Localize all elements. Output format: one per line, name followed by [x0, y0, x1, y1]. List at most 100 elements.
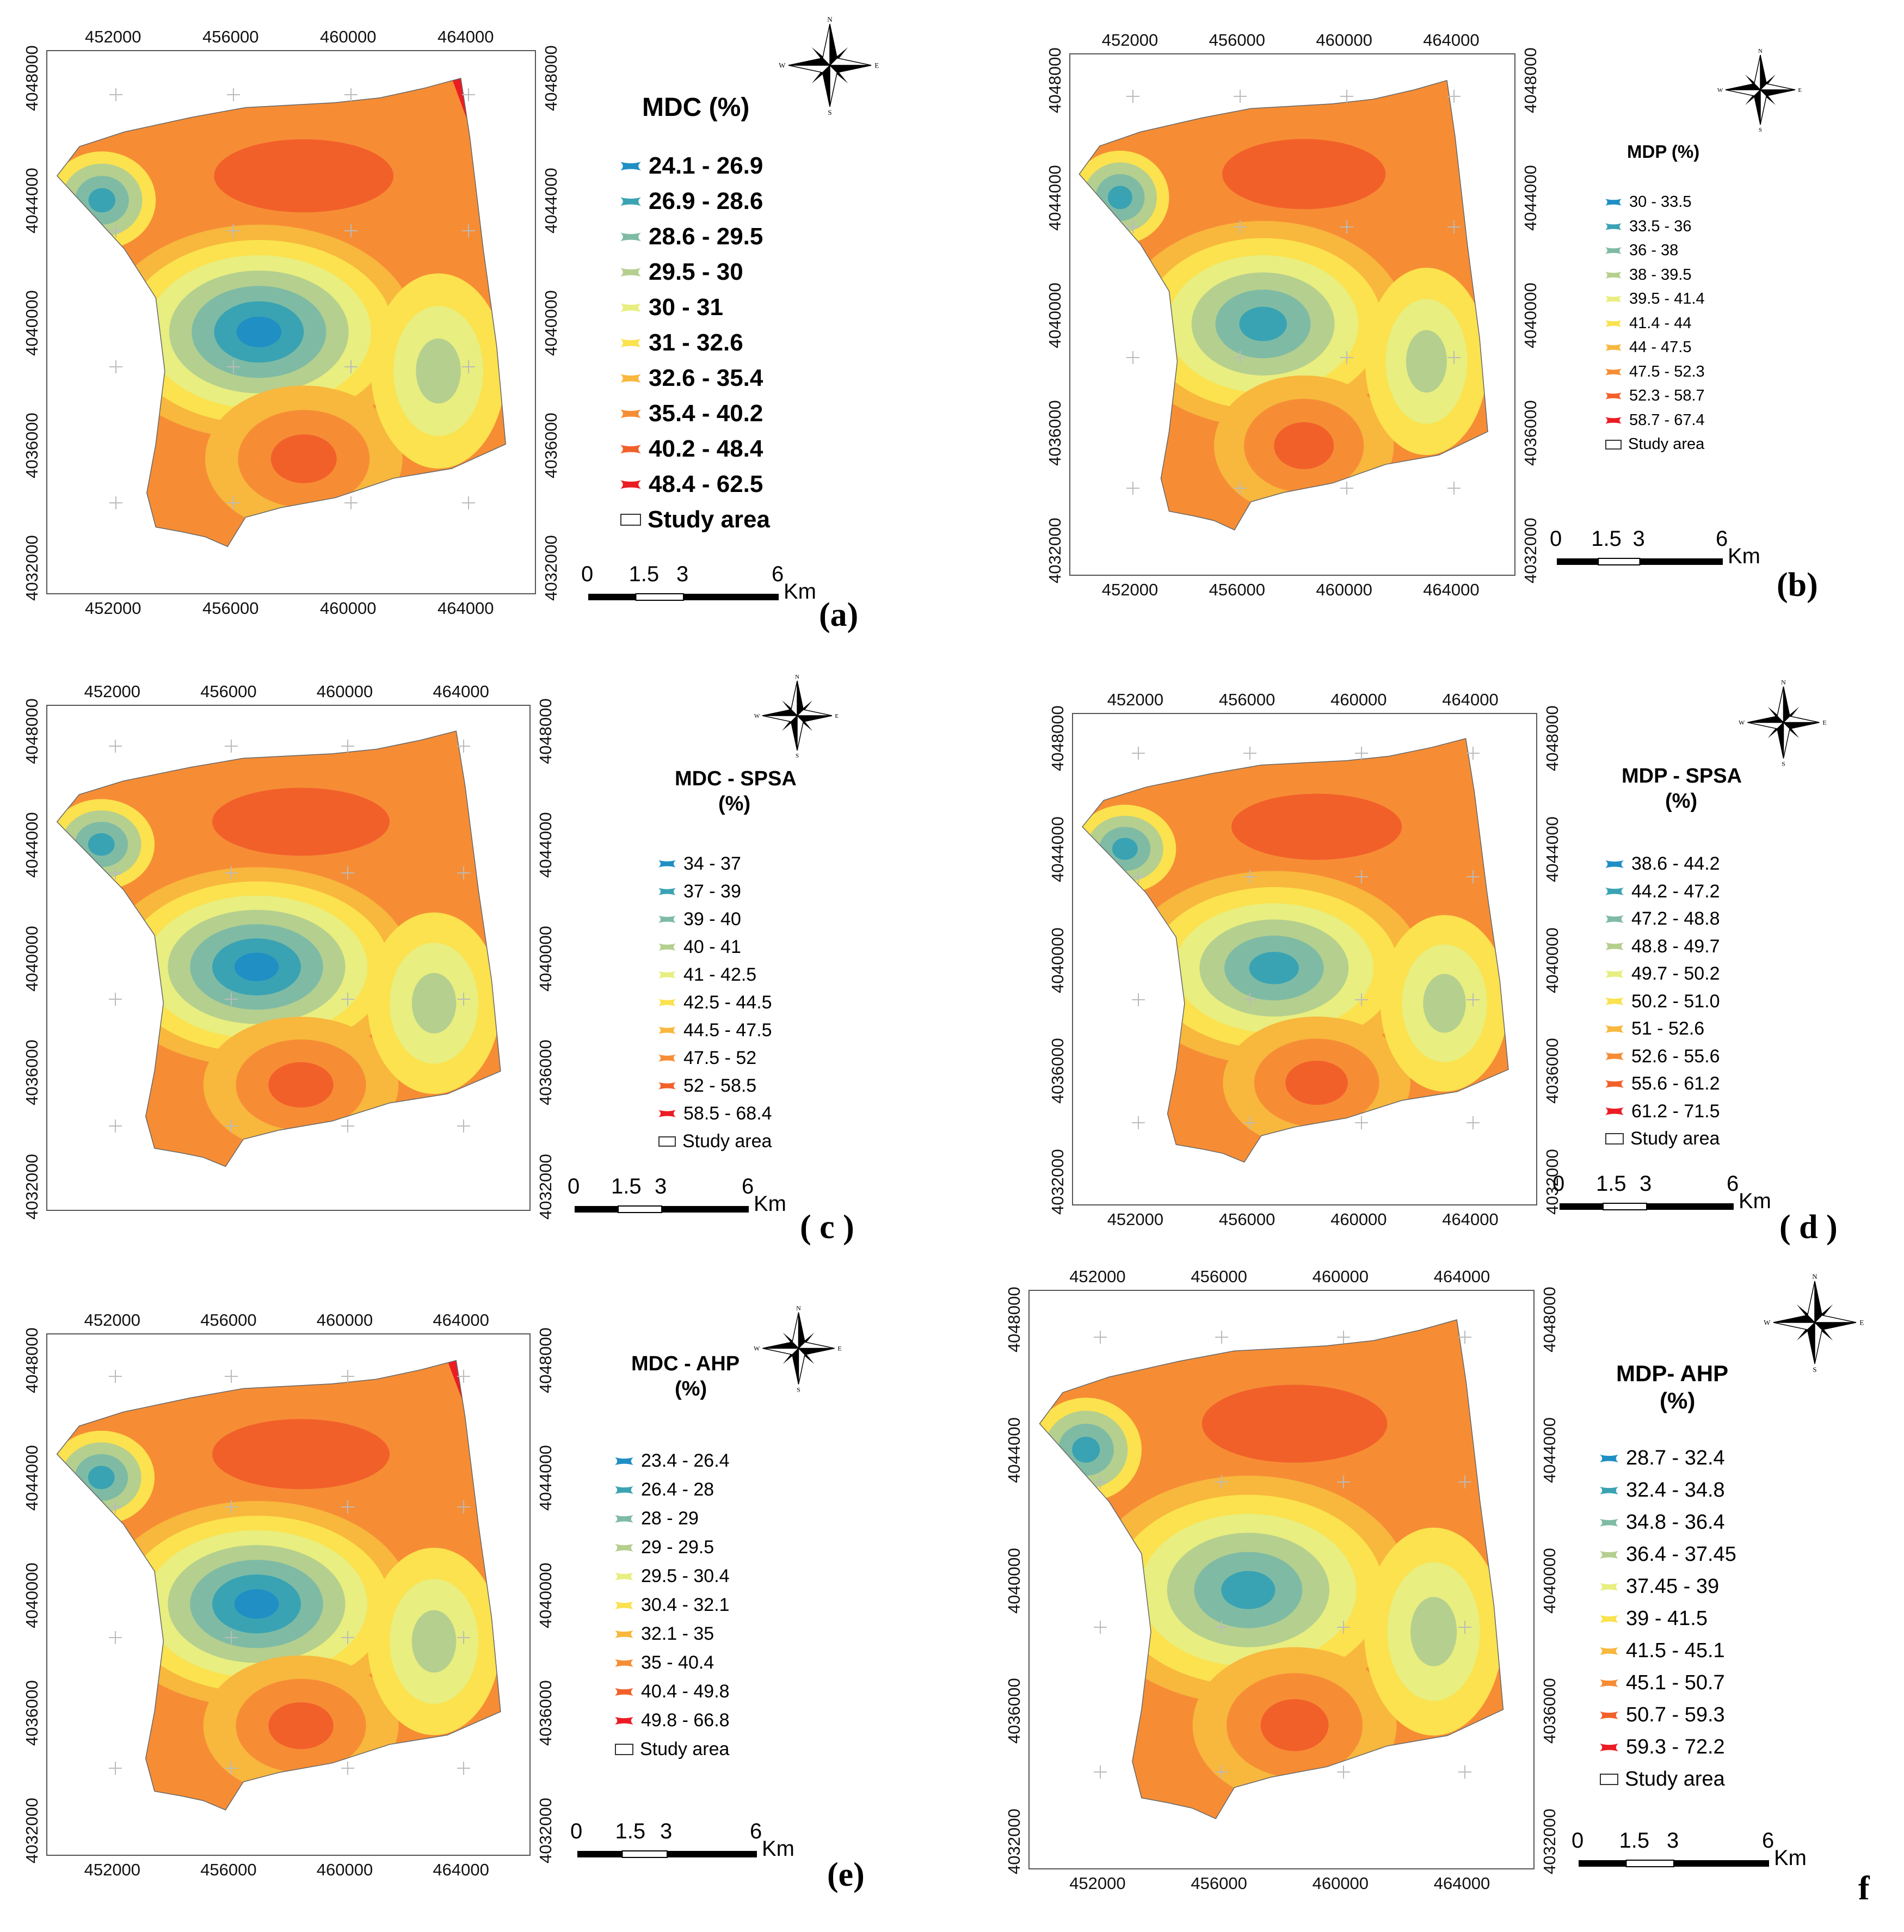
legend-swatch	[1605, 247, 1622, 254]
study-area-swatch	[1605, 439, 1622, 450]
compass-letter: S	[1759, 127, 1762, 133]
grid-cross	[341, 1500, 354, 1513]
grid-cross	[225, 993, 238, 1006]
legend-label: 35 - 40.4	[641, 1652, 714, 1673]
legend-swatch	[1605, 1052, 1624, 1061]
compass-letter: W	[754, 713, 760, 719]
study-area-map	[1039, 1319, 1504, 1819]
legend-label: 45.1 - 50.7	[1626, 1671, 1725, 1694]
scale-tick-label: 0	[568, 1174, 580, 1198]
y-tick-label: 4036000	[1045, 400, 1064, 466]
legend-item: 24.1 - 26.9	[620, 152, 763, 180]
grid-cross	[1458, 1475, 1471, 1489]
legend-label: 41.4 - 44	[1629, 314, 1692, 332]
legend-label: 44 - 47.5	[1629, 339, 1692, 356]
legend-item: 49.8 - 66.8	[615, 1710, 730, 1731]
legend-swatch	[658, 888, 676, 896]
grid-cross	[1466, 993, 1480, 1006]
grid-cross	[457, 866, 471, 879]
scale-tick-label: 1.5	[1619, 1829, 1650, 1853]
legend-item: 52.3 - 58.7	[1605, 387, 1705, 405]
x-tick-label: 460000	[316, 1310, 373, 1330]
scale-tick-label: 0	[1572, 1829, 1584, 1853]
study-area-boundary	[1082, 738, 1509, 1163]
grid-cross	[108, 866, 122, 879]
zone-fill	[268, 1702, 334, 1749]
study-area-swatch	[615, 1744, 633, 1755]
compass-letter: W	[754, 1345, 760, 1352]
y-tick-label: 4032000	[1005, 1808, 1024, 1874]
scale-tick-label: 6	[1762, 1829, 1774, 1853]
legend-label: 39.5 - 41.4	[1629, 290, 1705, 307]
grid-cross	[1336, 1475, 1350, 1489]
grid-cross	[108, 1119, 122, 1133]
compass-letter: E	[874, 61, 879, 70]
compass-letter: E	[837, 1345, 841, 1352]
map-frame	[1028, 1290, 1535, 1869]
grid-cross	[1355, 993, 1369, 1006]
grid-cross	[341, 740, 354, 753]
legend-label: 59.3 - 72.2	[1626, 1736, 1725, 1758]
legend-label: 47.2 - 48.8	[1631, 908, 1720, 929]
x-tick-label: 460000	[1316, 30, 1372, 50]
legend-label: 26.4 - 28	[641, 1479, 714, 1500]
zone-fill	[212, 787, 390, 856]
grid-cross	[1131, 993, 1145, 1006]
grid-cross	[1126, 350, 1139, 364]
x-tick-label: 456000	[202, 599, 259, 618]
scale-tick-label: 1.5	[628, 562, 660, 586]
grid-cross	[457, 1369, 471, 1383]
legend-study-area: Study area	[658, 1131, 772, 1152]
x-tick-label: 460000	[1312, 1267, 1369, 1286]
legend-label: 55.6 - 61.2	[1631, 1073, 1720, 1094]
legend-swatch	[658, 943, 676, 951]
x-tick-label: 464000	[433, 1860, 489, 1879]
y-tick-label: 4048000	[536, 698, 555, 764]
x-tick-label: 464000	[1423, 30, 1480, 50]
grid-cross	[225, 740, 238, 753]
grid-cross	[1094, 1620, 1107, 1634]
legend-item: 40.4 - 49.8	[615, 1681, 730, 1702]
legend-swatch	[1605, 319, 1622, 327]
x-tick-label: 452000	[84, 682, 141, 701]
legend-swatch	[620, 409, 641, 418]
grid-cross	[1094, 1331, 1107, 1344]
legend-item: 49.7 - 50.2	[1605, 963, 1720, 985]
scale-tick-label: 1.5	[1596, 1172, 1626, 1196]
legend-label: 51 - 52.6	[1631, 1018, 1705, 1039]
legend-label: 30.4 - 32.1	[641, 1595, 730, 1615]
y-tick-label: 4044000	[1005, 1417, 1024, 1483]
scale-tick-label: 6	[742, 1174, 754, 1198]
legend-item: 44 - 47.5	[1605, 339, 1691, 356]
legend-item: 30 - 31	[620, 294, 723, 321]
legend-swatch	[615, 1572, 633, 1580]
panel-label: (a)	[819, 596, 859, 633]
grid-cross	[344, 88, 358, 101]
compass-letter: E	[1822, 719, 1826, 727]
legend-label: 28.7 - 32.4	[1626, 1447, 1725, 1469]
compass-letter: W	[779, 61, 786, 70]
legend-item: 36 - 38	[1605, 242, 1678, 260]
legend-study-area: Study area	[1605, 435, 1704, 453]
scale-tick-label: 3	[1667, 1829, 1679, 1853]
grid-cross	[225, 1630, 238, 1644]
grid-cross	[341, 1630, 354, 1644]
legend-item: 32.4 - 34.8	[1600, 1479, 1725, 1502]
y-tick-label: 4032000	[22, 1153, 41, 1220]
north-arrow-icon: N S E W	[1717, 48, 1802, 133]
scale-bar-graphic	[575, 1205, 749, 1213]
scale-tick-label: 6	[1716, 527, 1728, 551]
study-area-boundary	[56, 1359, 501, 1811]
scale-tick-label: 3	[655, 1174, 667, 1198]
scale-tick-label: 1.5	[615, 1819, 646, 1843]
legend-item: 52.6 - 55.6	[1605, 1046, 1720, 1067]
legend-swatch	[1600, 1647, 1618, 1655]
north-arrow-icon: N S E W	[754, 1305, 842, 1394]
legend-item: 36.4 - 37.45	[1600, 1543, 1736, 1566]
legend-label: 52.3 - 58.7	[1629, 387, 1705, 404]
grid-cross	[341, 1369, 354, 1383]
legend-label: 37 - 39	[683, 881, 741, 902]
legend-swatch	[1600, 1711, 1618, 1719]
scale-bar-graphic	[1579, 1860, 1769, 1867]
panel-label: ( d )	[1779, 1209, 1838, 1246]
